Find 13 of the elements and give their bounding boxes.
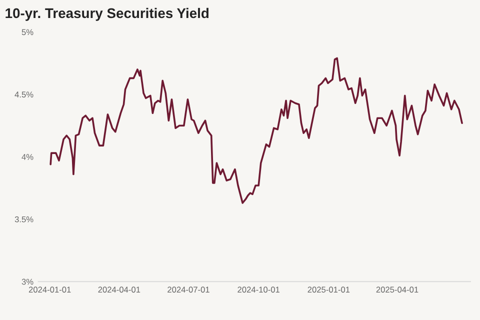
y-tick-label: 3% bbox=[22, 278, 34, 285]
x-tick-label: 2024-04-01 bbox=[98, 286, 140, 293]
x-tick-label: 2025-04-01 bbox=[376, 286, 418, 293]
y-tick-label: 4% bbox=[22, 154, 34, 160]
chart-title: 10-yr. Treasury Securities Yield bbox=[6, 8, 208, 21]
y-tick-label: 5% bbox=[22, 29, 34, 36]
x-tick-label: 2024-07-01 bbox=[168, 286, 210, 293]
y-tick-label: 4.5% bbox=[14, 92, 34, 98]
x-tick-label: 2024-10-01 bbox=[238, 286, 280, 293]
x-tick-label: 2024-01-01 bbox=[28, 286, 71, 293]
x-tick-label: 2025-01-01 bbox=[308, 286, 350, 293]
line-series bbox=[50, 57, 463, 204]
y-tick-label: 3.5% bbox=[14, 216, 34, 222]
